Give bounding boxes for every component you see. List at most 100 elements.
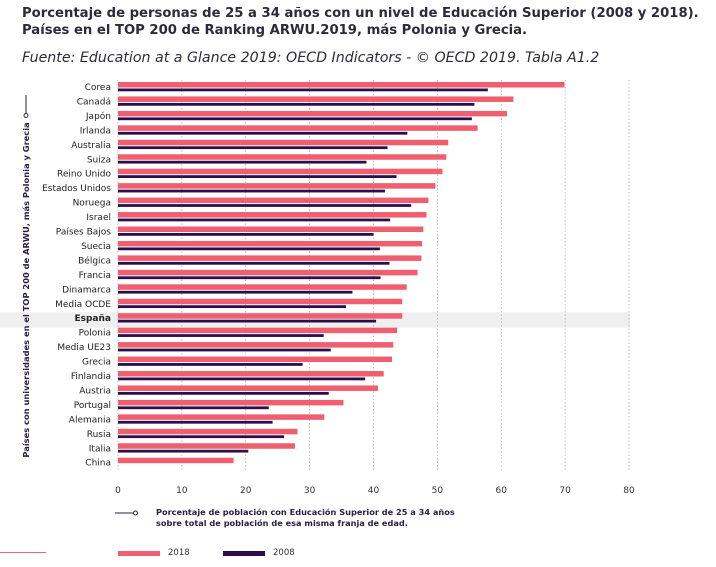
bar-2018 [118,226,424,232]
category-label: Media UE23 [57,343,111,353]
bar-2018 [118,197,429,204]
bar-2018 [118,385,378,391]
category-label: Irlanda [80,126,111,136]
bar-2008 [118,449,249,453]
bar-2018 [118,443,295,449]
legend-swatch-2008 [223,550,265,556]
bar-2018 [118,168,443,175]
category-label: Rusia [87,430,111,440]
category-label: Reino Unido [57,170,111,180]
bar-2008 [118,435,285,439]
x-tick-label: 10 [176,486,188,496]
bar-2018 [118,82,565,88]
bar-2008 [118,363,303,366]
category-label: Corea [85,83,111,93]
bar-2008 [118,420,273,424]
x-tick-label: 40 [368,486,380,496]
bar-2008 [118,247,380,251]
axis-marker-icon [115,510,138,516]
decorative-divider [0,552,46,553]
legend-item-2008: 2008 [223,547,295,559]
bar-2008 [118,261,390,265]
category-label: Países Bajos [56,228,112,238]
bar-2018 [118,457,234,464]
bar-2008 [118,88,488,92]
bar-2008 [118,290,353,294]
bar-2018 [118,240,423,247]
bar-2018 [118,342,394,348]
bar-2008 [118,131,408,135]
bar-chart: 0 10 20 30 40 50 60 70 80 Corea Canadá Japón Irlanda… [0,80,635,496]
x-tick-label: 20 [240,486,252,496]
bar-2018 [118,399,344,406]
bar-2018 [118,327,398,334]
category-label: Bélgica [78,255,111,266]
category-label: Polonia [79,329,111,339]
category-label: Austria [79,386,111,396]
bar-2018 [118,269,418,276]
bar-2008 [118,117,472,121]
bar-2018 [118,110,507,117]
category-label: Suecia [81,242,111,252]
x-axis-note: Porcentaje de población con Educación Su… [156,507,455,528]
bar-2018 [118,212,427,218]
bar-2018 [118,414,325,420]
x-tick-label: 80 [623,486,635,496]
category-label: Portugal [74,401,111,411]
legend-item-2018: 2018 [118,547,190,559]
x-tick-label: 70 [559,486,571,496]
bar-2008 [118,319,377,323]
category-label: Australia [71,141,111,151]
bar-2018 [118,139,449,146]
category-label: Finlandia [71,372,111,382]
bar-2008 [118,334,324,337]
axis-marker-dot [23,113,29,118]
category-label: Italia [89,444,111,454]
chart-title: Porcentaje de personas de 25 a 34 años c… [22,6,699,38]
bar-2018 [118,356,393,363]
category-label: Noruega [73,199,111,209]
bar-2008 [118,189,385,193]
category-label: Estados Unidos [42,184,111,194]
legend-label-2008: 2008 [273,548,295,558]
bar-2008 [118,348,331,352]
category-label: Francia [79,271,111,281]
bar-2018 [118,284,407,290]
category-label: España [74,314,111,324]
bar-2008 [118,305,347,309]
bar-2008 [118,233,374,236]
category-label: China [85,459,111,469]
x-tick-label: 0 [115,486,121,496]
chart-source: Fuente: Education at a Glance 2019: OECD… [22,50,600,66]
category-label: Suiza [87,155,111,165]
x-tick-label: 60 [496,486,508,496]
bar-2018 [118,183,436,189]
bar-2018 [118,125,478,131]
bar-2008 [118,218,391,222]
category-label: Alemania [69,415,111,425]
x-tick-label: 30 [304,486,316,496]
legend-label-2018: 2018 [168,548,190,558]
category-label: Japón [85,111,111,122]
y-axis-label: Países con universidades en el TOP 200 d… [21,122,31,457]
bar-2018 [118,96,514,102]
bar-2008 [118,160,367,164]
bar-2008 [118,204,412,207]
bar-2018 [118,255,422,261]
bar-2008 [118,391,329,395]
bar-2018 [118,371,384,377]
category-label: Canadá [77,97,111,107]
category-label: Dinamarca [62,285,111,295]
bar-2008 [118,102,475,106]
bar-2008 [118,377,366,381]
bar-2008 [118,175,397,178]
bar-2018 [118,313,403,319]
category-label: Media OCDE [55,300,111,310]
category-label: Israel [86,213,111,223]
bar-2008 [118,276,381,280]
bar-2018 [118,154,447,160]
bar-2008 [118,146,388,150]
category-label: Grecia [82,358,111,368]
bar-2018 [118,428,298,435]
x-tick-label: 50 [432,486,444,496]
